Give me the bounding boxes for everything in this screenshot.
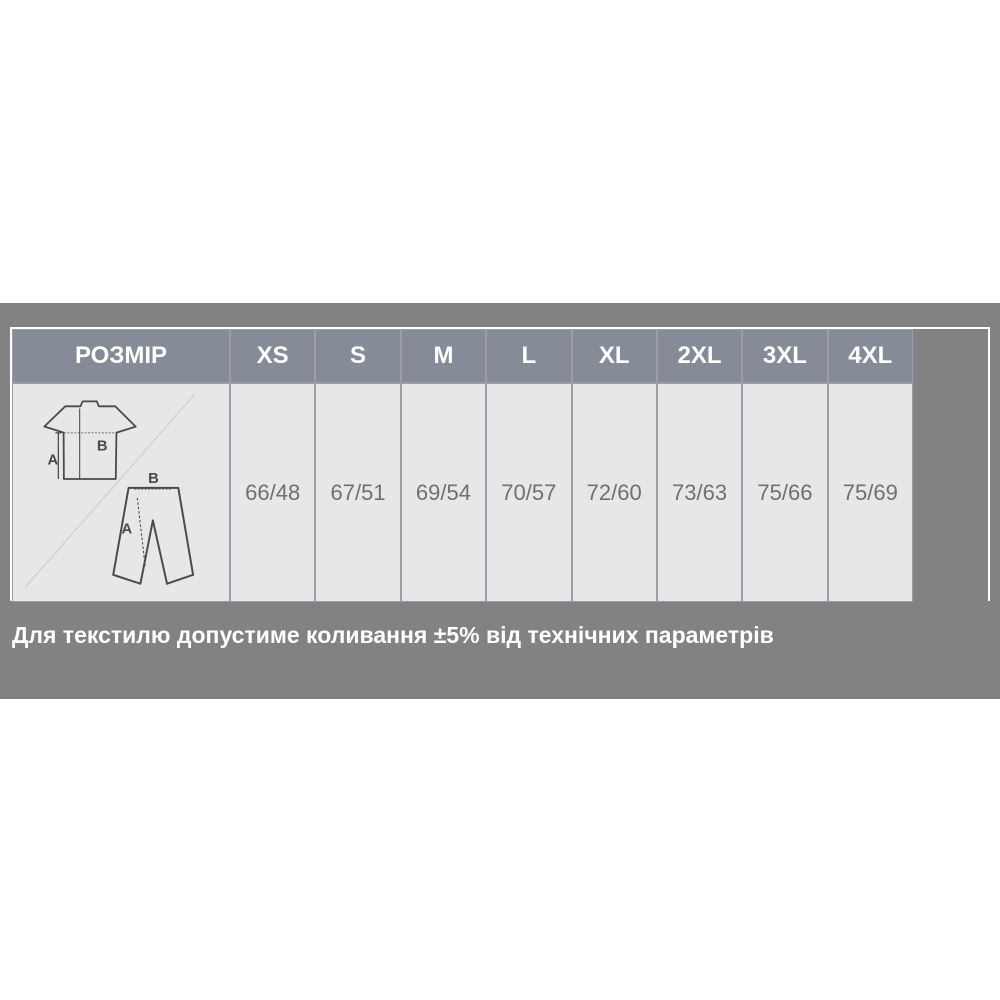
svg-text:B: B <box>148 471 159 487</box>
svg-text:B: B <box>97 438 108 454</box>
svg-text:A: A <box>48 452 59 468</box>
svg-text:A: A <box>121 521 132 537</box>
